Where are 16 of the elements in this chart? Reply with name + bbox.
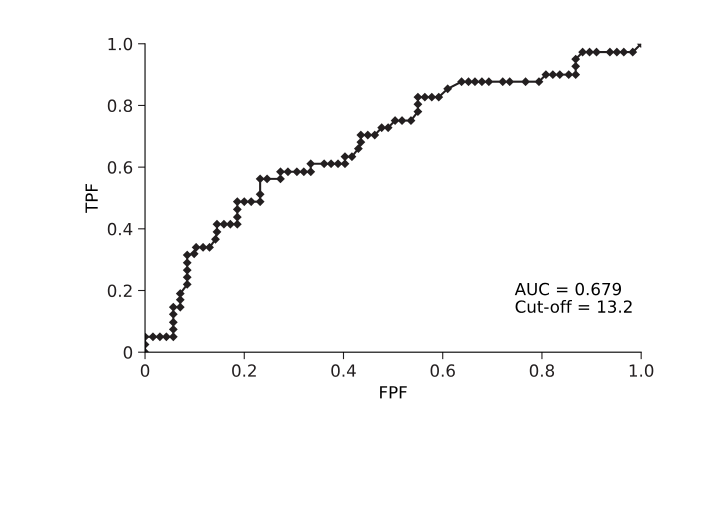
y-tick-label: 0.8 [108,99,132,112]
y-tick-label: 0.4 [108,222,132,236]
x-tick-label: 0.4 [331,364,356,377]
annotation: Cut-off = 13.2 [516,300,632,313]
x-tick-label: 0.8 [530,364,554,377]
y-tick-label: 1.0 [108,38,132,50]
x-tick-label: 0.2 [232,364,256,377]
annotation: AUC = 0.679 [514,282,621,296]
x-tick-label: 0.6 [430,364,455,377]
x-axis-title: FPF [380,386,407,398]
x-tick-label: 1.0 [630,364,654,377]
x-tick-label: 0 [140,364,150,377]
y-tick-label: 0.6 [108,161,132,174]
y-tick-label: 0.2 [108,284,132,298]
y-axis-title: TPF [86,184,98,213]
y-tick-label: 0 [124,346,132,359]
